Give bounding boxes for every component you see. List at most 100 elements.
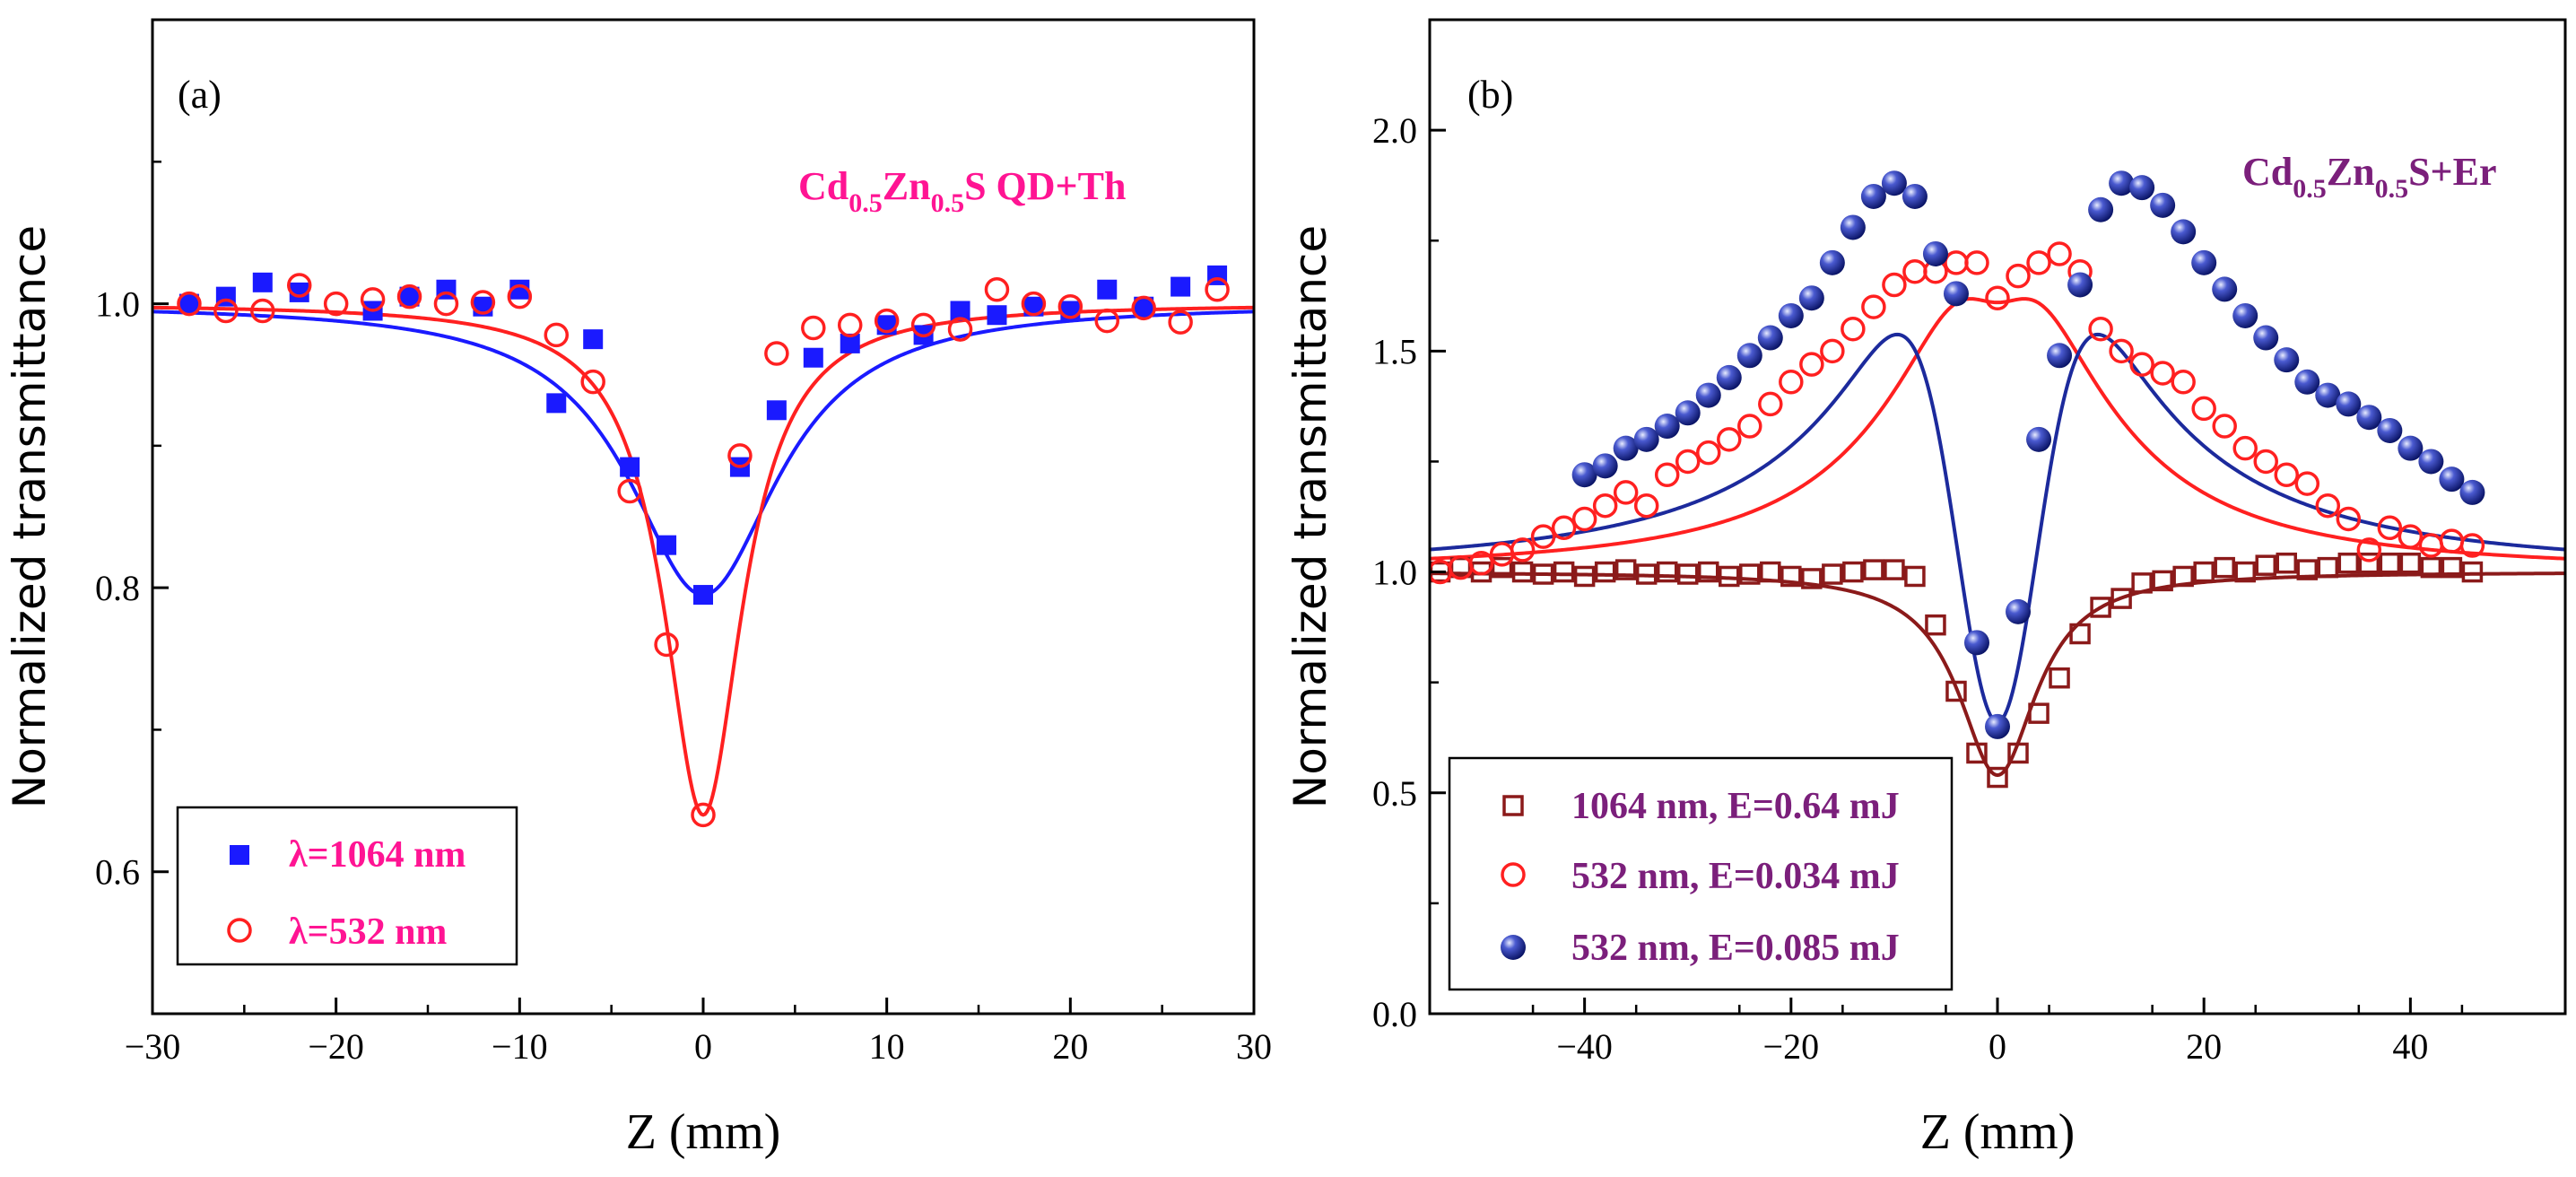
data-point-a-s1 [617, 478, 642, 504]
sample-label-a-tail: S QD+Th [964, 164, 1126, 208]
data-point-b-s2 [1592, 453, 1618, 479]
data-point-a-s0 [509, 279, 530, 300]
data-point-a-s0 [289, 282, 309, 302]
data-point-b-s0 [1945, 680, 1967, 702]
x-tick-label-b: 0 [1989, 1026, 2006, 1067]
data-point-a-s1 [470, 290, 496, 315]
data-point-b-s0 [1511, 561, 1534, 583]
data-point-b-s2 [1798, 285, 1824, 311]
data-point-b-s1 [1737, 414, 1762, 439]
data-point-b-s0 [1676, 563, 1699, 585]
data-point-b-s1 [1695, 440, 1721, 466]
data-point-a-s0 [620, 457, 640, 477]
data-point-b-s1 [1510, 537, 1536, 562]
data-point-b-s2 [1654, 414, 1680, 440]
data-point-b-s2 [2088, 196, 2114, 222]
data-point-a-s1 [177, 291, 202, 317]
data-point-b-s2 [2212, 276, 2238, 302]
x-tick-label-b: −20 [1763, 1026, 1820, 1067]
data-point-a-s0 [546, 393, 567, 414]
panel-label-b: (b) [1467, 73, 1513, 117]
sample-label-b-base: Cd [2242, 150, 2293, 194]
data-point-b-s0 [2441, 556, 2463, 579]
data-point-b-s0 [1449, 556, 1472, 579]
data-point-a-s1 [654, 632, 679, 658]
x-tick-label-a: −20 [308, 1026, 364, 1067]
data-point-b-s0 [2069, 623, 2091, 645]
data-point-b-s0 [2172, 565, 2194, 588]
legend-marker-532-a [227, 918, 252, 943]
x-tick-label-a: 30 [1236, 1026, 1272, 1067]
panel-a: (a) Cd0.5Zn0.5S QD+Th Z (mm) Normalized … [4, 18, 1272, 1160]
data-point-a-s1 [727, 443, 753, 468]
data-point-b-s2 [1736, 343, 1762, 369]
sample-label-b-sub2: 0.5 [2375, 174, 2409, 204]
data-point-b-s0 [1532, 563, 1554, 585]
data-point-b-s0 [2276, 552, 2298, 574]
data-point-a-s0 [1097, 279, 1118, 300]
data-point-a-s0 [583, 329, 604, 350]
data-point-b-s1 [1882, 272, 1907, 298]
data-point-a-s1 [323, 291, 349, 317]
data-point-b-s1 [2026, 250, 2051, 275]
legend-marker-1064-b [1502, 795, 1524, 816]
data-point-b-s0 [2193, 561, 2215, 583]
sample-label-b-tail: S+Er [2408, 150, 2496, 194]
data-point-b-s1 [2356, 537, 2382, 562]
data-point-b-s1 [2171, 370, 2196, 395]
panel-b: (b) Cd0.5Zn0.5S+Er Z (mm) Normalized tra… [1284, 18, 2567, 1160]
data-point-b-s2 [2026, 426, 2052, 452]
data-point-b-s1 [1944, 250, 1969, 275]
data-point-a-s1 [801, 315, 826, 341]
data-point-b-s1 [2336, 506, 2362, 532]
data-point-b-s1 [2006, 263, 2031, 289]
data-point-b-s0 [2090, 597, 2111, 618]
data-point-a-s0 [840, 333, 860, 353]
data-point-b-s0 [2379, 552, 2401, 574]
panel-label-a: (a) [178, 73, 222, 117]
data-point-b-s2 [2253, 325, 2279, 351]
data-point-b-s1 [1841, 316, 1866, 342]
x-tick-label-a: 20 [1052, 1026, 1088, 1067]
data-point-a-s0 [399, 286, 420, 307]
data-point-b-s2 [2171, 219, 2197, 245]
data-point-b-s0 [1697, 561, 1719, 583]
data-point-a-s1 [286, 273, 312, 298]
data-point-b-s0 [1470, 561, 1493, 583]
data-point-b-s0 [2255, 554, 2276, 576]
data-point-a-s0 [803, 347, 823, 368]
data-point-b-s1 [2439, 528, 2465, 554]
data-point-b-s1 [1468, 550, 1494, 576]
data-point-a-s1 [507, 283, 533, 310]
y-tick-label-a: 1.0 [95, 284, 140, 325]
data-point-b-s1 [2459, 533, 2485, 558]
data-point-b-s0 [2152, 570, 2173, 592]
fit-curve-b-0 [1430, 571, 2565, 778]
data-point-b-s2 [1881, 170, 1907, 196]
x-tick-label-b: −40 [1556, 1026, 1613, 1067]
data-point-b-s0 [1925, 614, 1946, 636]
legend-marker-532-low-b [1501, 862, 1526, 887]
data-point-a-s1 [691, 802, 716, 828]
legend-a: λ=1064 nm λ=532 nm [176, 806, 518, 966]
data-point-a-s1 [250, 298, 275, 324]
data-point-b-s0 [2214, 556, 2235, 579]
x-tick-label-a: −10 [492, 1026, 548, 1067]
data-point-a-s1 [984, 276, 1010, 302]
sample-label-a-sub2: 0.5 [931, 188, 965, 218]
data-point-b-s2 [2294, 369, 2320, 395]
data-point-b-s0 [2049, 667, 2070, 689]
data-point-b-s1 [1820, 338, 1845, 364]
data-point-a-s1 [874, 308, 900, 334]
data-point-b-s1 [1779, 370, 1804, 395]
legend-marker-532-high-b [1501, 935, 1526, 960]
data-point-b-s0 [1884, 559, 1905, 580]
data-point-b-s0 [1656, 561, 1678, 583]
data-point-a-s0 [766, 400, 787, 421]
data-point-b-s0 [2234, 561, 2256, 583]
data-point-b-s1 [1675, 449, 1701, 475]
legend-label-532-low-b: 532 nm, E=0.034 mJ [1571, 856, 1900, 897]
data-point-b-s0 [1842, 561, 1864, 583]
data-point-a-s1 [433, 291, 459, 317]
data-point-b-s1 [1717, 427, 1742, 452]
